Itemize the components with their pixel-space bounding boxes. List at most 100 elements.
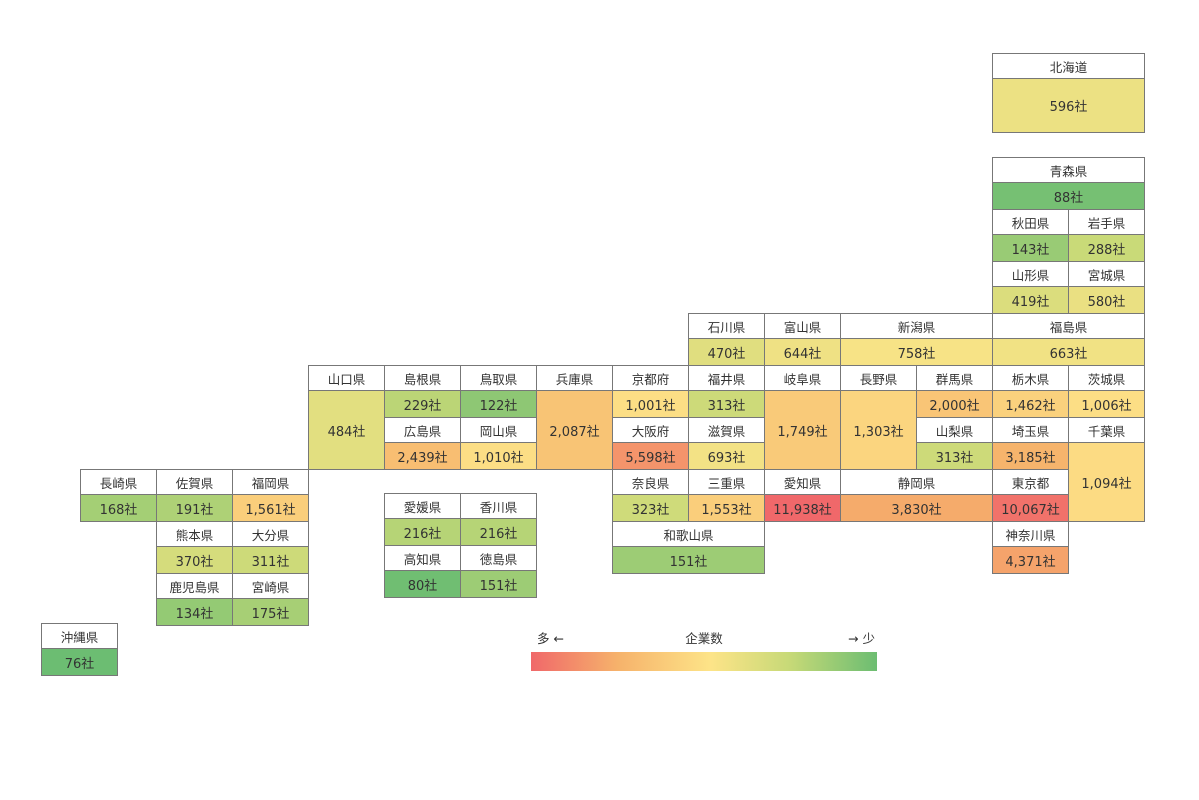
pref-tile-shimane: 島根県 229社 [384, 365, 461, 418]
pref-tile-chiba: 千葉県 1,094社 [1068, 417, 1145, 522]
pref-tile-aichi: 愛知県 11,938社 [764, 469, 841, 522]
pref-value: 76社 [41, 648, 118, 676]
pref-tile-akita: 秋田県 143社 [992, 209, 1069, 262]
pref-name: 島根県 [384, 365, 461, 391]
pref-value: 1,749社 [764, 390, 841, 470]
pref-name: 宮城県 [1068, 261, 1145, 287]
pref-name: 愛知県 [764, 469, 841, 495]
pref-name: 神奈川県 [992, 521, 1069, 547]
pref-name: 三重県 [688, 469, 765, 495]
pref-name: 広島県 [384, 417, 461, 443]
pref-tile-kyoto: 京都府 1,001社 [612, 365, 689, 418]
pref-tile-fukushima: 福島県 663社 [992, 313, 1145, 366]
pref-value: 175社 [232, 598, 309, 626]
pref-value: 151社 [460, 570, 537, 598]
pref-value: 11,938社 [764, 494, 841, 522]
pref-value: 216社 [384, 518, 461, 546]
pref-tile-ishikawa: 石川県 470社 [688, 313, 765, 366]
pref-name: 山口県 [308, 365, 385, 391]
pref-value: 80社 [384, 570, 461, 598]
pref-name: 高知県 [384, 545, 461, 571]
pref-name: 奈良県 [612, 469, 689, 495]
pref-tile-aomori: 青森県 88社 [992, 157, 1145, 210]
pref-tile-mie: 三重県 1,553社 [688, 469, 765, 522]
pref-name: 新潟県 [840, 313, 993, 339]
pref-tile-okayama: 岡山県 1,010社 [460, 417, 537, 470]
pref-value: 1,303社 [840, 390, 917, 470]
pref-name: 東京都 [992, 469, 1069, 495]
pref-value: 1,094社 [1068, 442, 1145, 522]
pref-name: 福岡県 [232, 469, 309, 495]
pref-value: 1,006社 [1068, 390, 1145, 418]
pref-name: 和歌山県 [612, 521, 765, 547]
pref-value: 3,830社 [840, 494, 993, 522]
pref-name: 沖縄県 [41, 623, 118, 649]
pref-tile-hyogo: 兵庫県 2,087社 [536, 365, 613, 470]
color-legend: 多 ← 企業数 → 少 [531, 628, 877, 674]
pref-value: 229社 [384, 390, 461, 418]
pref-tile-yamanashi: 山梨県 313社 [916, 417, 993, 470]
pref-tile-saitama: 埼玉県 3,185社 [992, 417, 1069, 470]
pref-tile-tochigi: 栃木県 1,462社 [992, 365, 1069, 418]
pref-tile-toyama: 富山県 644社 [764, 313, 841, 366]
pref-tile-nara: 奈良県 323社 [612, 469, 689, 522]
pref-value: 323社 [612, 494, 689, 522]
legend-title: 企業数 [685, 631, 723, 646]
pref-name: 香川県 [460, 493, 537, 519]
pref-tile-hokkaido: 北海道 596社 [992, 53, 1145, 133]
pref-tile-kumamoto: 熊本県 370社 [156, 521, 233, 574]
legend-high-label: 多 ← [537, 631, 564, 646]
pref-value: 580社 [1068, 286, 1145, 314]
pref-name: 佐賀県 [156, 469, 233, 495]
pref-value: 134社 [156, 598, 233, 626]
pref-tile-kanagawa: 神奈川県 4,371社 [992, 521, 1069, 574]
pref-tile-osaka: 大阪府 5,598社 [612, 417, 689, 470]
pref-name: 宮崎県 [232, 573, 309, 599]
pref-value: 1,561社 [232, 494, 309, 522]
legend-low-label: → 少 [848, 631, 875, 646]
pref-name: 福島県 [992, 313, 1145, 339]
pref-tile-ehime: 愛媛県 216社 [384, 493, 461, 546]
pref-name: 茨城県 [1068, 365, 1145, 391]
pref-tile-saga: 佐賀県 191社 [156, 469, 233, 522]
pref-value: 1,001社 [612, 390, 689, 418]
pref-tile-oita: 大分県 311社 [232, 521, 309, 574]
pref-name: 熊本県 [156, 521, 233, 547]
pref-name: 千葉県 [1068, 417, 1145, 443]
pref-tile-kagawa: 香川県 216社 [460, 493, 537, 546]
pref-name: 大阪府 [612, 417, 689, 443]
pref-value: 88社 [992, 182, 1145, 210]
pref-tile-nagano: 長野県 1,303社 [840, 365, 917, 470]
pref-value: 3,185社 [992, 442, 1069, 470]
pref-tile-ibaraki: 茨城県 1,006社 [1068, 365, 1145, 418]
pref-name: 栃木県 [992, 365, 1069, 391]
pref-value: 663社 [992, 338, 1145, 366]
pref-name: 鳥取県 [460, 365, 537, 391]
pref-value: 10,067社 [992, 494, 1069, 522]
pref-tile-tokushima: 徳島県 151社 [460, 545, 537, 598]
pref-value: 693社 [688, 442, 765, 470]
pref-tile-yamaguchi: 山口県 484社 [308, 365, 385, 470]
pref-value: 4,371社 [992, 546, 1069, 574]
pref-value: 758社 [840, 338, 993, 366]
pref-name: 北海道 [992, 53, 1145, 79]
pref-name: 岡山県 [460, 417, 537, 443]
pref-name: 長崎県 [80, 469, 157, 495]
pref-name: 富山県 [764, 313, 841, 339]
pref-value: 313社 [916, 442, 993, 470]
pref-name: 大分県 [232, 521, 309, 547]
pref-name: 滋賀県 [688, 417, 765, 443]
pref-value: 470社 [688, 338, 765, 366]
pref-value: 484社 [308, 390, 385, 470]
pref-tile-iwate: 岩手県 288社 [1068, 209, 1145, 262]
pref-tile-tokyo: 東京都 10,067社 [992, 469, 1069, 522]
pref-value: 151社 [612, 546, 765, 574]
pref-tile-fukuoka: 福岡県 1,561社 [232, 469, 309, 522]
legend-gradient-bar [531, 652, 877, 671]
pref-tile-okinawa: 沖縄県 76社 [41, 623, 118, 676]
pref-name: 石川県 [688, 313, 765, 339]
pref-name: 秋田県 [992, 209, 1069, 235]
pref-value: 311社 [232, 546, 309, 574]
pref-value: 313社 [688, 390, 765, 418]
